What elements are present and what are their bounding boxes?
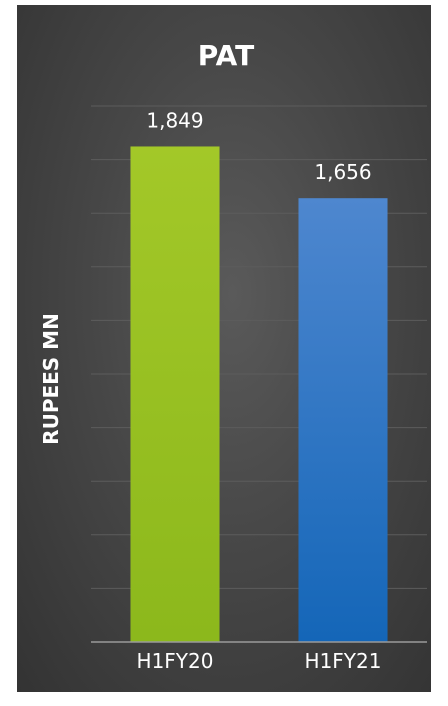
data-labels: 1,849 1,656 <box>146 108 371 184</box>
chart-title: PAT <box>198 39 255 72</box>
bar-h1fy20 <box>130 146 220 642</box>
bar-chart: PAT RUPEES MN 1,849 1,656 H1FY20 H1FY21 <box>39 39 427 673</box>
bar-h1fy21 <box>298 198 388 642</box>
bars <box>130 146 388 642</box>
x-tick-label: H1FY21 <box>305 649 382 673</box>
data-label-h1fy20: 1,849 <box>146 108 203 132</box>
data-label-h1fy21: 1,656 <box>314 160 371 184</box>
y-axis-label: RUPEES MN <box>39 313 63 445</box>
chart-panel: PAT RUPEES MN 1,849 1,656 H1FY20 H1FY21 <box>17 5 431 692</box>
x-tick-label: H1FY20 <box>137 649 214 673</box>
x-tick-labels: H1FY20 H1FY21 <box>137 649 382 673</box>
